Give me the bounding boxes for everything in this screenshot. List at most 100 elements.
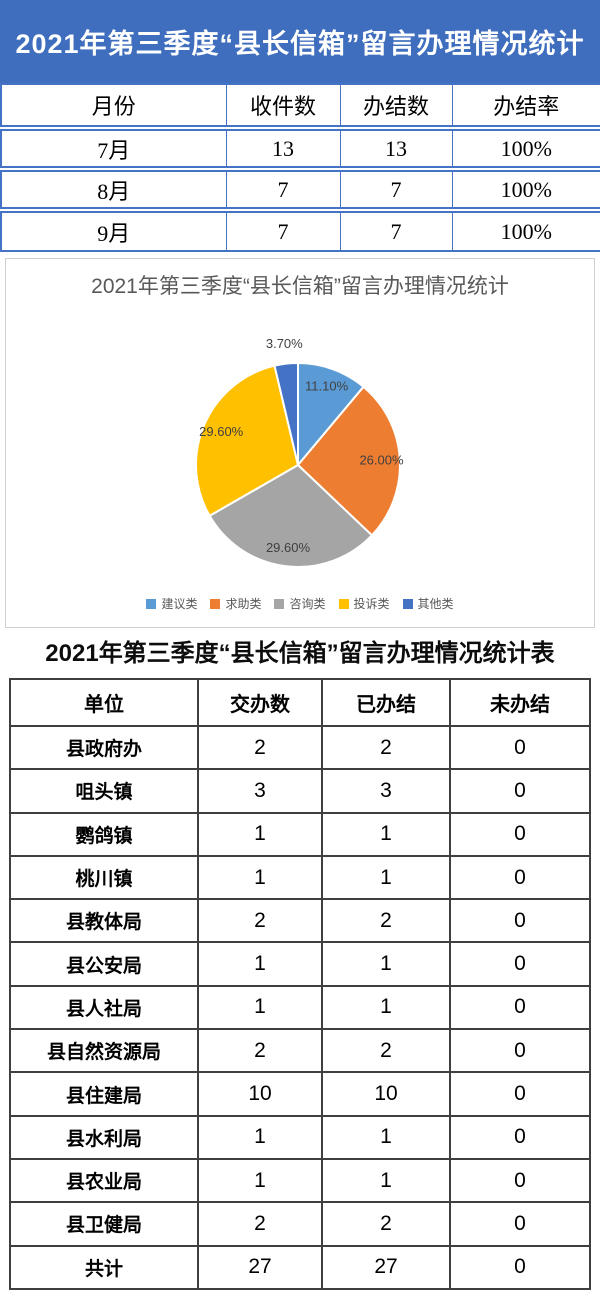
table-cell: 3 <box>197 768 323 814</box>
table-cell: 1 <box>197 984 323 1031</box>
pie-label-3: 29.60% <box>199 424 244 439</box>
table-cell: 1 <box>197 941 323 987</box>
table-row: 县农业局 1 1 0 <box>9 1157 591 1204</box>
table-cell: 3 <box>321 768 451 814</box>
table-cell: 0 <box>449 1157 591 1204</box>
table-cell: 13 <box>225 125 341 169</box>
unit-table-header-row: 单位 交办数 已办结 未办结 <box>9 678 591 727</box>
unit-header-assigned: 交办数 <box>197 678 323 727</box>
legend-label: 咨询类 <box>289 597 326 611</box>
table-cell: 县人社局 <box>9 984 199 1031</box>
legend-item: 投诉类 <box>338 595 390 612</box>
table-row: 县自然资源局 2 2 0 <box>9 1028 591 1074</box>
table-cell: 县教体局 <box>9 898 199 944</box>
table-cell: 13 <box>339 125 453 169</box>
table-cell: 7 <box>225 207 341 251</box>
legend-swatch-icon <box>338 598 349 609</box>
table-row: 县住建局 10 10 0 <box>9 1071 591 1117</box>
table-cell: 0 <box>449 1244 591 1291</box>
table-cell: 共计 <box>9 1244 199 1291</box>
table-row: 县卫健局 2 2 0 <box>9 1201 591 1247</box>
pie-chart-box: 2021年第三季度“县长信箱”留言办理情况统计 11.10% 26.00% 29.6… <box>5 258 595 628</box>
table-cell: 7 <box>225 166 341 210</box>
table-row: 县水利局 1 1 0 <box>9 1114 591 1160</box>
banner-title: 2021年第三季度“县长信箱”留言办理情况统计 <box>15 29 585 59</box>
pie-slice-0 <box>297 361 365 468</box>
table-cell: 县住建局 <box>9 1071 199 1117</box>
table-cell: 1 <box>197 811 323 857</box>
table-row: 县政府办 2 2 0 <box>9 724 591 771</box>
legend-item: 其他类 <box>402 595 454 612</box>
table-row: 8月 7 7 100% <box>0 166 600 210</box>
table-cell: 2 <box>197 898 323 944</box>
table-cell: 1 <box>197 1157 323 1204</box>
table-cell: 2 <box>321 724 451 771</box>
legend-swatch-icon <box>210 598 221 609</box>
chart-legend: 建议类 求助类 咨询类 投诉类 其他类 <box>6 595 594 612</box>
table-cell: 县政府办 <box>9 724 199 771</box>
table-cell: 0 <box>449 984 591 1031</box>
table-row: 县人社局 1 1 0 <box>9 984 591 1031</box>
pie-slice-3 <box>195 364 300 518</box>
table-row-total: 共计 27 27 0 <box>9 1244 591 1291</box>
table-cell: 县卫健局 <box>9 1201 199 1247</box>
table-row: 桃川镇 1 1 0 <box>9 854 591 901</box>
monthly-table: 月份 收件数 办结数 办结率 7月 13 13 100% 8月 7 7 100%… <box>0 83 600 252</box>
table-cell: 鹦鸽镇 <box>9 811 199 857</box>
table-cell: 27 <box>321 1244 451 1291</box>
table-cell: 1 <box>321 941 451 987</box>
table-cell: 0 <box>449 898 591 944</box>
table-cell: 2 <box>321 1028 451 1074</box>
table-cell: 2 <box>197 1201 323 1247</box>
table-row: 7月 13 13 100% <box>0 125 600 169</box>
table-cell: 2 <box>197 724 323 771</box>
table-row: 咀头镇 3 3 0 <box>9 768 591 814</box>
pie-label-1: 26.00% <box>359 452 404 467</box>
legend-swatch-icon <box>402 598 413 609</box>
table-cell: 0 <box>449 854 591 901</box>
table-cell: 7 <box>339 207 453 251</box>
table-cell: 2 <box>321 898 451 944</box>
monthly-header-month: 月份 <box>0 84 227 128</box>
table-cell: 0 <box>449 724 591 771</box>
table-cell: 县水利局 <box>9 1114 199 1160</box>
legend-swatch-icon <box>146 598 157 609</box>
monthly-header-completed: 办结数 <box>339 84 453 128</box>
table-cell: 1 <box>321 984 451 1031</box>
table-cell: 0 <box>449 1201 591 1247</box>
table-row: 县公安局 1 1 0 <box>9 941 591 987</box>
table-cell: 1 <box>321 854 451 901</box>
legend-item: 建议类 <box>146 595 197 612</box>
table-cell: 县自然资源局 <box>9 1028 199 1074</box>
legend-item: 咨询类 <box>274 595 326 612</box>
table-cell: 10 <box>197 1071 323 1117</box>
legend-label: 求助类 <box>225 597 262 611</box>
legend-label: 建议类 <box>161 597 198 611</box>
table-cell: 桃川镇 <box>9 854 199 901</box>
table-cell: 咀头镇 <box>9 768 199 814</box>
table-cell: 1 <box>321 1157 451 1204</box>
table-cell: 100% <box>451 166 600 210</box>
pie-label-4: 3.70% <box>266 336 303 351</box>
table-row: 9月 7 7 100% <box>0 207 600 251</box>
table-cell: 县农业局 <box>9 1157 199 1204</box>
unit-table-title: 2021年第三季度“县长信箱”留言办理情况统计表 <box>45 640 555 667</box>
table-cell: 10 <box>321 1071 451 1117</box>
table-cell: 0 <box>449 941 591 987</box>
table-cell: 1 <box>197 854 323 901</box>
legend-item: 求助类 <box>210 595 261 612</box>
table-cell: 100% <box>451 125 600 169</box>
table-cell: 7 <box>339 166 453 210</box>
table-cell: 8月 <box>0 166 227 210</box>
table-cell: 1 <box>321 811 451 857</box>
table-cell: 1 <box>197 1114 323 1160</box>
monthly-header-received: 收件数 <box>225 84 341 128</box>
pie-slice-1 <box>296 385 401 537</box>
unit-table: 单位 交办数 已办结 未办结 县政府办 2 2 0 咀头镇 3 3 0 鹦鸽镇 … <box>9 678 591 1291</box>
table-cell: 县公安局 <box>9 941 199 987</box>
table-cell: 2 <box>197 1028 323 1074</box>
pie-chart: 11.10% 26.00% 29.60% 29.60% 3.70% <box>195 336 404 568</box>
table-cell: 0 <box>449 768 591 814</box>
table-row: 鹦鸽镇 1 1 0 <box>9 811 591 857</box>
